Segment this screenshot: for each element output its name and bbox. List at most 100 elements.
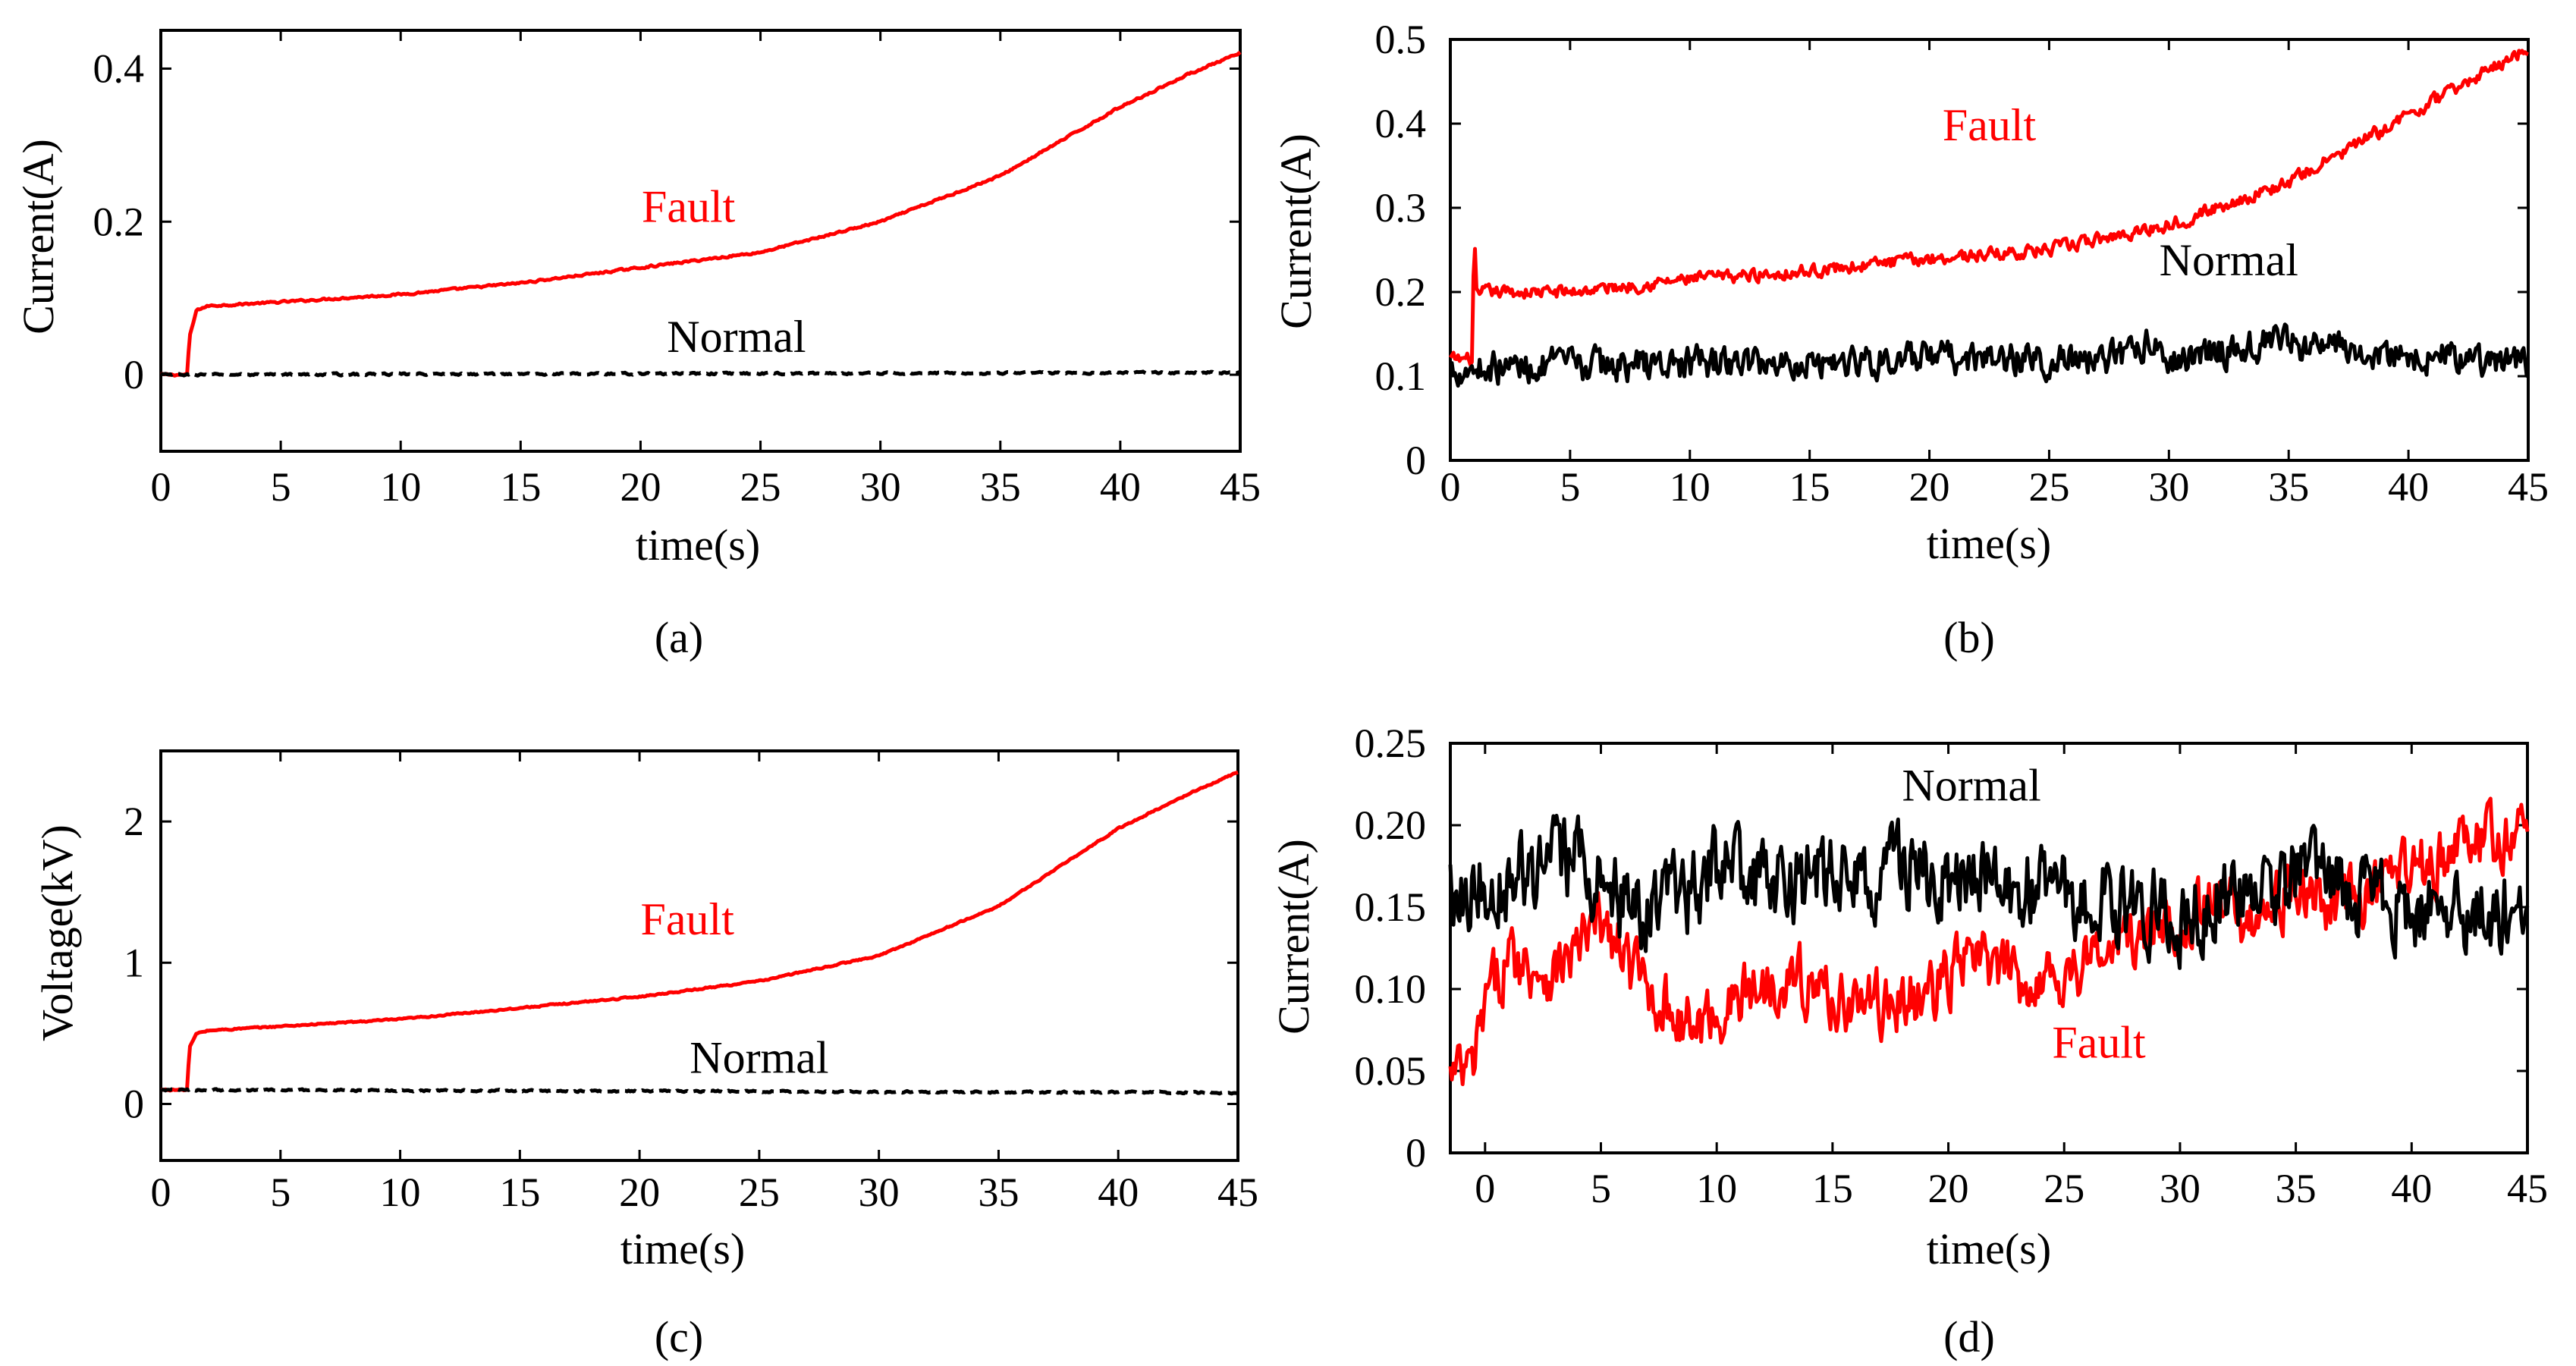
series-group <box>1448 49 2530 388</box>
x-tick-label: 45 <box>2508 464 2549 510</box>
tick-marks <box>159 751 1239 1160</box>
plot-frame <box>1449 38 2530 462</box>
x-tick-label: 15 <box>500 464 541 510</box>
annotations: Fault Normal <box>641 894 829 1082</box>
x-tick-label: 15 <box>499 1170 540 1215</box>
y-tick-label: 0.4 <box>93 46 145 91</box>
y-tick-labels: 0 0.05 0.10 0.15 0.20 0.25 <box>1355 721 1427 1176</box>
annotation-fault: Fault <box>641 894 735 944</box>
y-tick-label: 0.25 <box>1355 721 1427 766</box>
panel-label: (a) <box>655 613 703 662</box>
y-tick-label: 0.3 <box>1375 185 1427 231</box>
x-tick-label: 45 <box>1217 1170 1258 1215</box>
series-line-fault <box>1448 49 2529 367</box>
x-axis-label: time(s) <box>1927 519 2051 568</box>
x-axis-label: time(s) <box>636 520 760 570</box>
x-tick-label: 30 <box>860 464 901 510</box>
annotations: Fault Normal <box>1943 100 2298 285</box>
series-line-fault <box>1448 796 2530 1086</box>
x-tick-label: 35 <box>980 464 1021 510</box>
x-tick-label: 0 <box>1440 464 1461 510</box>
series-line-normal <box>1450 322 2530 388</box>
x-tick-label: 25 <box>2028 464 2069 510</box>
annotations: Normal Fault <box>1902 761 2146 1068</box>
x-tick-label: 45 <box>2507 1166 2548 1211</box>
y-tick-label: 0 <box>1406 438 1426 483</box>
x-tick-label: 5 <box>1560 464 1580 510</box>
x-tick-label: 0 <box>151 464 171 510</box>
x-tick-label: 10 <box>1670 464 1711 510</box>
plot-frame <box>159 29 1242 453</box>
x-tick-labels: 0 5 10 15 20 25 30 35 40 45 <box>151 464 1261 510</box>
series-group <box>159 50 1242 378</box>
y-tick-label: 0.10 <box>1355 966 1427 1012</box>
x-tick-label: 35 <box>978 1170 1019 1215</box>
plot-frame <box>159 749 1239 1162</box>
annotation-normal: Normal <box>667 312 806 362</box>
y-tick-labels: 0 0.1 0.2 0.3 0.4 0.5 <box>1375 17 1427 483</box>
x-tick-label: 10 <box>1696 1166 1737 1211</box>
y-tick-label: 0.1 <box>1375 353 1427 399</box>
x-tick-label: 5 <box>1591 1166 1611 1211</box>
tick-marks <box>1450 742 2529 1154</box>
x-tick-label: 0 <box>1475 1166 1495 1211</box>
x-tick-label: 40 <box>2388 464 2429 510</box>
x-tick-label: 20 <box>619 1170 660 1215</box>
y-axis-label: Current(A) <box>14 139 63 334</box>
x-tick-label: 20 <box>1928 1166 1969 1211</box>
panel-d: 0 5 10 15 20 25 30 35 40 45 0 0.05 0.10 0.15 0.20 0.25… <box>1269 721 2548 1361</box>
tick-marks <box>1449 38 2530 462</box>
x-tick-label: 30 <box>2148 464 2189 510</box>
x-tick-label: 45 <box>1220 464 1261 510</box>
x-tick-label: 40 <box>1100 464 1141 510</box>
x-tick-label: 40 <box>1098 1170 1139 1215</box>
tick-marks <box>159 30 1242 451</box>
x-tick-label: 30 <box>2160 1166 2201 1211</box>
series-line-fault <box>160 770 1239 1093</box>
series-line-fault <box>159 50 1242 378</box>
series-line-normal <box>1448 813 2530 970</box>
panel-label: (c) <box>655 1312 703 1361</box>
y-tick-label: 0 <box>124 352 144 397</box>
series-line-normal <box>160 1087 1239 1096</box>
y-tick-label: 1 <box>124 940 144 985</box>
x-tick-label: 15 <box>1812 1166 1853 1211</box>
annotation-fault: Fault <box>642 181 736 231</box>
annotation-normal: Normal <box>1902 761 2040 811</box>
y-tick-label: 2 <box>124 799 144 844</box>
x-axis-label: time(s) <box>620 1224 745 1273</box>
y-tick-label: 0.2 <box>1375 269 1427 315</box>
y-tick-label: 0.20 <box>1355 802 1427 848</box>
plot-frame <box>1449 742 2529 1154</box>
panel-label: (d) <box>1943 1312 1995 1361</box>
series-line-normal <box>160 369 1242 378</box>
panel-c: 0 5 10 15 20 25 30 35 40 45 0 1 2 Fault Normal time(… <box>33 749 1258 1361</box>
x-tick-label: 5 <box>270 1170 291 1215</box>
x-tick-label: 35 <box>2268 464 2309 510</box>
x-tick-label: 25 <box>2044 1166 2084 1211</box>
x-tick-label: 10 <box>380 464 421 510</box>
panel-label: (b) <box>1943 613 1995 662</box>
annotations: Fault Normal <box>642 181 806 362</box>
y-tick-labels: 0 0.2 0.4 <box>93 46 145 397</box>
x-tick-label: 25 <box>740 464 781 510</box>
y-tick-label: 0 <box>124 1082 144 1127</box>
x-axis-label: time(s) <box>1927 1224 2051 1273</box>
x-tick-label: 40 <box>2391 1166 2432 1211</box>
y-axis-label: Voltage(kV) <box>33 824 82 1041</box>
x-tick-label: 20 <box>1909 464 1950 510</box>
y-axis-label: Current(A) <box>1269 839 1318 1035</box>
series-group <box>1448 796 2530 1086</box>
y-axis-label: Current(A) <box>1271 133 1321 329</box>
x-tick-label: 5 <box>271 464 291 510</box>
y-tick-label: 0.5 <box>1375 17 1427 62</box>
y-tick-labels: 0 1 2 <box>124 799 144 1126</box>
y-tick-label: 0.05 <box>1355 1048 1427 1094</box>
x-tick-label: 0 <box>151 1170 171 1215</box>
panel-a: 0 5 10 15 20 25 30 35 40 45 0 0.2 0.4 Fault Normal t… <box>14 29 1261 662</box>
x-tick-label: 20 <box>620 464 661 510</box>
x-tick-label: 30 <box>859 1170 900 1215</box>
y-tick-label: 0.15 <box>1355 884 1427 930</box>
x-tick-label: 25 <box>739 1170 780 1215</box>
